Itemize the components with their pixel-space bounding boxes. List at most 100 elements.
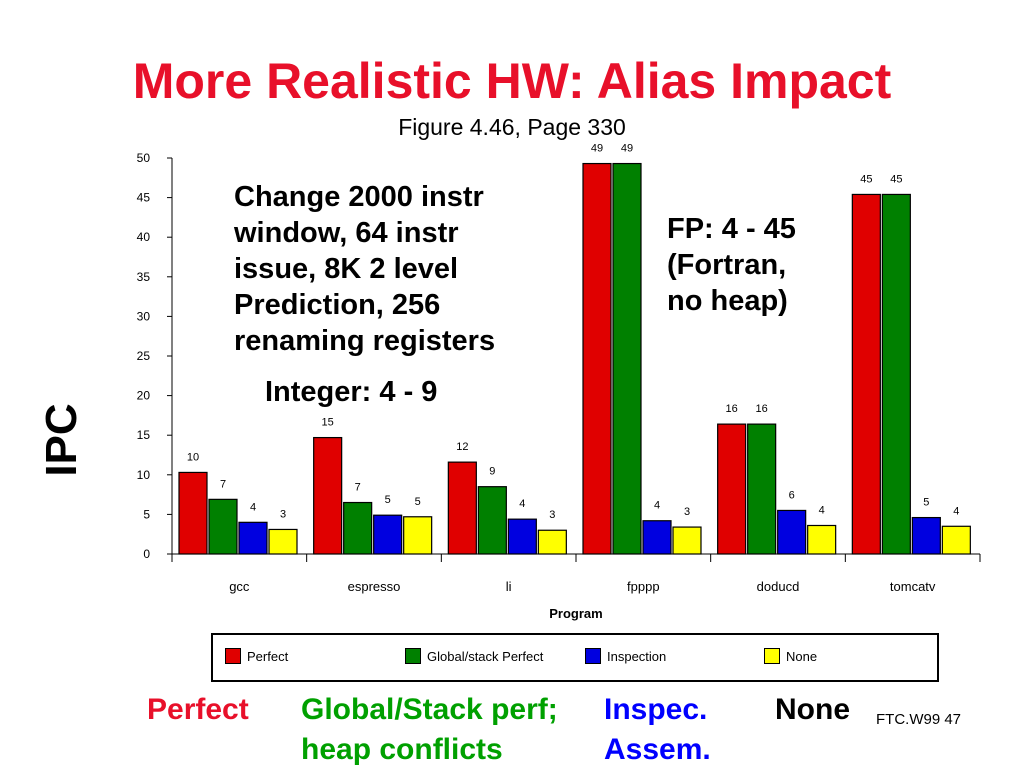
legend-swatch: [225, 648, 241, 664]
bar: [373, 514, 403, 555]
legend-label: Global/stack Perfect: [427, 649, 544, 664]
y-tick-label: 35: [137, 270, 151, 284]
x-tick-label: li: [506, 579, 512, 594]
slide-footer: FTC.W99 47: [876, 711, 962, 728]
bar-data-label: 5: [385, 494, 391, 506]
bar-data-label: 4: [519, 498, 525, 510]
y-tick-label: 5: [143, 507, 150, 521]
bar: [747, 423, 777, 555]
bar: [582, 162, 612, 555]
bar-data-label: 49: [621, 143, 633, 155]
bar: [343, 501, 373, 555]
bar-data-label: 4: [654, 500, 660, 512]
bar-data-label: 3: [280, 508, 286, 520]
y-tick-label: 0: [143, 547, 150, 561]
fp-annotation-line: (Fortran,: [667, 249, 787, 281]
bottom-label-global-line: Global/Stack perf;: [301, 693, 558, 726]
fp-annotation-line: no heap): [667, 285, 788, 317]
legend-item-none: None: [764, 648, 817, 664]
bar: [941, 525, 971, 555]
y-tick-label: 10: [137, 468, 151, 482]
bar: [268, 528, 298, 555]
bottom-label-perfect: Perfect: [147, 693, 249, 726]
bar-data-label: 7: [355, 482, 361, 494]
bar: [238, 521, 268, 555]
bar: [507, 518, 537, 555]
x-axis-label: Program: [549, 606, 602, 621]
bar-data-label: 5: [415, 496, 421, 508]
bar: [642, 520, 672, 555]
bar: [911, 516, 941, 555]
x-tick-label: doducd: [757, 579, 800, 594]
bar-data-label: 16: [726, 403, 738, 415]
legend-label: Inspection: [607, 649, 667, 664]
bottom-label-inspec: Inspec. Assem.: [604, 690, 711, 770]
bottom-label-global-line: heap conflicts: [301, 733, 503, 766]
bottom-label-global: Global/Stack perf; heap conflicts: [301, 690, 558, 770]
bar-data-label: 45: [860, 173, 872, 185]
bar: [313, 436, 343, 555]
bar: [537, 529, 567, 555]
bar-data-label: 7: [220, 478, 226, 490]
config-annotation-line: Change 2000 instr: [234, 181, 484, 213]
y-tick-label: 50: [137, 151, 151, 165]
config-annotation: Change 2000 instr window, 64 instr issue…: [234, 179, 495, 359]
bar: [777, 509, 807, 555]
x-tick-label: espresso: [348, 579, 401, 594]
bar: [477, 486, 507, 555]
config-annotation-line: issue, 8K 2 level: [234, 253, 459, 285]
x-tick-label: tomcatv: [890, 579, 936, 594]
slide-subtitle: Figure 4.46, Page 330: [398, 114, 626, 140]
bottom-label-none: None: [775, 693, 850, 726]
integer-annotation: Integer: 4 - 9: [265, 376, 438, 408]
bar-data-label: 45: [890, 173, 902, 185]
legend-swatch: [585, 648, 601, 664]
legend-item-global-stack-perfect: Global/stack Perfect: [405, 648, 543, 664]
bar: [881, 193, 911, 555]
bar-data-label: 10: [187, 451, 199, 463]
bar: [807, 524, 837, 555]
legend-swatch: [405, 648, 421, 664]
bar-data-label: 15: [322, 417, 334, 429]
bar-data-label: 3: [684, 506, 690, 518]
bar-data-label: 12: [456, 441, 468, 453]
bar: [612, 162, 642, 555]
y-tick-label: 30: [137, 309, 151, 323]
y-tick-label: 40: [137, 230, 151, 244]
bar: [851, 193, 881, 555]
bar-data-label: 4: [953, 505, 959, 517]
bar-data-label: 5: [923, 497, 929, 509]
config-annotation-line: window, 64 instr: [234, 217, 459, 249]
bar: [403, 516, 433, 555]
bar-data-label: 3: [549, 509, 555, 521]
fp-annotation: FP: 4 - 45 (Fortran, no heap): [667, 211, 796, 319]
bar: [672, 526, 702, 555]
bar-data-label: 9: [489, 466, 495, 478]
legend-label: None: [786, 649, 818, 664]
fp-annotation-line: FP: 4 - 45: [667, 213, 796, 245]
chart-legend: Perfect Global/stack Perfect Inspection …: [211, 633, 939, 682]
legend-item-inspection: Inspection: [585, 648, 666, 664]
bar: [717, 423, 747, 555]
y-tick-label: 45: [137, 191, 151, 205]
config-annotation-line: Prediction, 256: [234, 289, 441, 321]
x-tick-label: fpppp: [627, 579, 660, 594]
slide-title: More Realistic HW: Alias Impact: [132, 53, 892, 109]
legend-swatch: [764, 648, 780, 664]
y-tick-label: 25: [137, 349, 151, 363]
y-tick-label: 20: [137, 389, 151, 403]
bottom-label-inspec-line: Inspec.: [604, 693, 708, 726]
config-annotation-line: renaming registers: [234, 325, 496, 357]
bar-data-label: 49: [591, 143, 603, 155]
bar-data-label: 4: [819, 504, 825, 516]
bar: [447, 461, 477, 555]
bottom-label-inspec-line: Assem.: [604, 733, 711, 766]
x-tick-label: gcc: [229, 579, 250, 594]
bar-data-label: 6: [789, 489, 795, 501]
legend-label: Perfect: [247, 649, 289, 664]
legend-item-perfect: Perfect: [225, 648, 288, 664]
bar-data-label: 4: [250, 501, 256, 513]
y-tick-label: 15: [137, 428, 151, 442]
bar: [178, 471, 208, 555]
